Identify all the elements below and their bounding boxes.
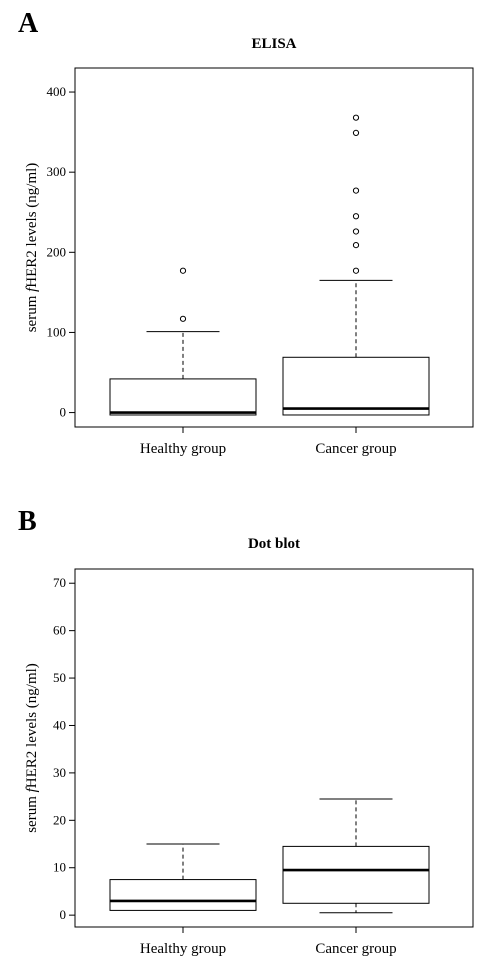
y-tick-label: 100 bbox=[47, 324, 67, 339]
panel-letter: A bbox=[18, 8, 39, 39]
chart-title: Dot blot bbox=[248, 536, 300, 552]
box-1 bbox=[282, 114, 430, 416]
y-tick-label: 20 bbox=[53, 812, 66, 827]
box-0 bbox=[109, 267, 257, 416]
outlier-point bbox=[352, 267, 360, 274]
plot-frame bbox=[74, 568, 474, 928]
x-tick-label: Cancer group bbox=[315, 941, 396, 957]
outlier-point bbox=[352, 241, 360, 249]
box-0 bbox=[109, 843, 257, 911]
outlier-point bbox=[179, 315, 187, 322]
box-iqr bbox=[282, 845, 430, 904]
box-iqr bbox=[109, 879, 257, 911]
y-tick-label: 30 bbox=[53, 765, 66, 780]
y-axis-label: serum fHER2 levels (ng/ml) bbox=[24, 663, 40, 833]
outlier-point bbox=[352, 228, 360, 235]
y-tick-label: 60 bbox=[53, 623, 66, 638]
panel-letter: B bbox=[18, 506, 37, 537]
box-iqr bbox=[109, 378, 257, 416]
y-tick-label: 300 bbox=[47, 164, 67, 179]
outlier-point bbox=[352, 114, 360, 121]
chart-panel-b: B Dot blot 0 10 20 30 40 50 60 70 serum fHER2 leve… bbox=[18, 506, 474, 957]
y-tick-label: 400 bbox=[47, 84, 67, 99]
y-tick-label: 0 bbox=[60, 405, 67, 420]
box-1 bbox=[282, 798, 430, 914]
y-tick-label: 10 bbox=[53, 860, 66, 875]
outlier-point bbox=[179, 267, 187, 274]
y-tick-label: 50 bbox=[53, 670, 66, 685]
y-tick-label: 200 bbox=[47, 244, 67, 259]
plot-frame bbox=[74, 67, 474, 428]
outlier-point bbox=[352, 129, 360, 137]
chart-title: ELISA bbox=[251, 36, 296, 52]
x-tick-label: Healthy group bbox=[140, 941, 226, 957]
chart-panel-a: A ELISA 0 100 200 300 400 serum fHER2 levels (n… bbox=[18, 8, 474, 457]
x-tick-label: Healthy group bbox=[140, 441, 226, 457]
y-tick-label: 0 bbox=[60, 907, 67, 922]
outlier-point bbox=[352, 187, 360, 194]
outlier-point bbox=[352, 213, 360, 220]
y-tick-label: 70 bbox=[53, 575, 66, 590]
y-tick-label: 40 bbox=[53, 717, 66, 732]
x-tick-label: Cancer group bbox=[315, 441, 396, 457]
box-iqr bbox=[282, 356, 430, 416]
y-axis-label: serum fHER2 levels (ng/ml) bbox=[24, 163, 40, 333]
